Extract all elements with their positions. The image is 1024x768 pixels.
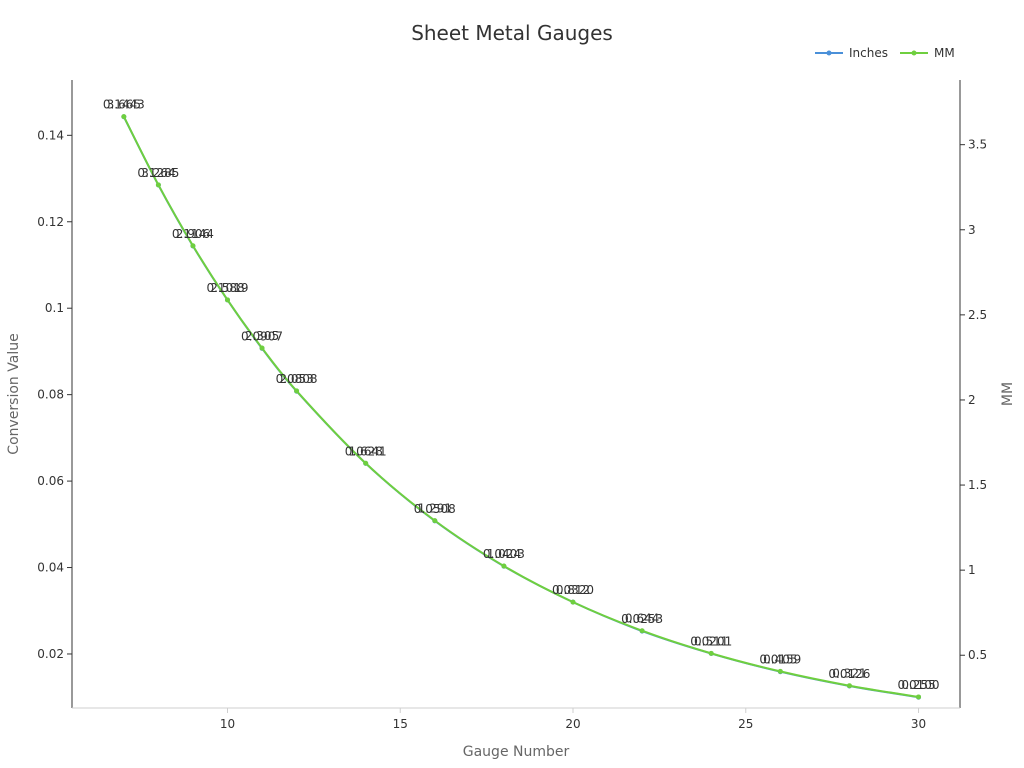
data-point-mm[interactable] bbox=[224, 297, 230, 303]
data-label: 0.1443 bbox=[103, 98, 145, 112]
y-left-tick-label: 0.04 bbox=[37, 561, 64, 575]
data-point-mm[interactable] bbox=[846, 683, 852, 689]
x-axis-ticks: 10 15 20 25 30 bbox=[220, 708, 926, 731]
y-right-tick-label: 3 bbox=[968, 223, 976, 237]
x-tick-label: 15 bbox=[393, 717, 408, 731]
legend-item-mm[interactable]: MM bbox=[934, 46, 955, 60]
y-left-tick-label: 0.02 bbox=[37, 647, 64, 661]
data-label: 0.644 bbox=[625, 612, 659, 626]
series-line-mm bbox=[122, 116, 919, 698]
data-point-mm[interactable] bbox=[916, 694, 922, 700]
data-label: 1.024 bbox=[487, 547, 521, 561]
data-point-mm[interactable] bbox=[121, 114, 127, 120]
data-label: 0.0201 bbox=[690, 635, 732, 649]
y-right-tick-label: 3.5 bbox=[968, 138, 987, 152]
data-label: 0.321 bbox=[832, 667, 866, 681]
data-label: 0.255 bbox=[901, 678, 935, 692]
data-point-mm[interactable] bbox=[777, 668, 783, 674]
y-right-tick-label: 0.5 bbox=[968, 648, 987, 662]
data-label: 0.0641 bbox=[345, 444, 387, 458]
y-axis-right-ticks: 0.5 1 1.5 2 2.5 3 3.5 bbox=[960, 138, 987, 662]
data-point-mm[interactable] bbox=[294, 388, 300, 394]
data-label: 2.305 bbox=[245, 329, 279, 343]
data-label: 0.0403 bbox=[483, 547, 525, 561]
data-label: 2.906 bbox=[176, 227, 210, 241]
chart-title: Sheet Metal Gauges bbox=[411, 21, 613, 45]
data-label: 0.1019 bbox=[206, 281, 248, 295]
data-label: 0.1144 bbox=[172, 227, 214, 241]
data-labels: 0.1443 0.1285 0.1144 0.1019 0.0907 0.0808 0.06… bbox=[103, 98, 940, 693]
y-left-tick-label: 0.08 bbox=[37, 388, 64, 402]
data-label: 0.0907 bbox=[241, 329, 283, 343]
x-tick-label: 25 bbox=[738, 717, 753, 731]
data-label: 0.0100 bbox=[898, 678, 940, 692]
x-axis-label: Gauge Number bbox=[463, 744, 570, 760]
data-label: 0.0159 bbox=[759, 653, 801, 667]
data-label: 3.665 bbox=[107, 98, 141, 112]
y-axis-left-label: Conversion Value bbox=[6, 333, 22, 454]
data-point-mm[interactable] bbox=[259, 345, 265, 351]
data-point-mm[interactable] bbox=[570, 599, 576, 605]
legend-swatch-marker bbox=[826, 50, 832, 56]
y-axis-left-ticks: 0.02 0.04 0.06 0.08 0.1 0.12 0.14 bbox=[37, 128, 72, 661]
data-point-mm[interactable] bbox=[155, 182, 161, 188]
data-label: 0.1285 bbox=[137, 166, 179, 180]
data-label: 3.264 bbox=[141, 166, 175, 180]
data-point-mm[interactable] bbox=[639, 628, 645, 634]
x-tick-label: 20 bbox=[565, 717, 580, 731]
y-left-tick-label: 0.1 bbox=[45, 301, 64, 315]
x-tick-label: 30 bbox=[911, 717, 926, 731]
y-left-tick-label: 0.06 bbox=[37, 474, 64, 488]
data-label: 2.588 bbox=[210, 281, 244, 295]
legend-swatch-marker bbox=[911, 50, 917, 56]
data-point-mm[interactable] bbox=[190, 243, 196, 249]
data-label: 1.291 bbox=[418, 502, 452, 516]
data-label: 0.0808 bbox=[276, 372, 318, 386]
data-label: 0.0508 bbox=[414, 502, 456, 516]
data-label: 0.812 bbox=[556, 583, 590, 597]
series-line-inches bbox=[122, 116, 919, 699]
y-right-tick-label: 2.5 bbox=[968, 308, 987, 322]
y-left-tick-label: 0.12 bbox=[37, 215, 64, 229]
legend: Inches MM bbox=[815, 46, 955, 60]
data-point-mm[interactable] bbox=[432, 518, 438, 524]
y-axis-right-label: MM bbox=[1000, 382, 1016, 406]
legend-item-inches[interactable]: Inches bbox=[849, 46, 888, 60]
x-tick-label: 10 bbox=[220, 717, 235, 731]
data-point-mm[interactable] bbox=[708, 650, 714, 656]
data-label: 0.405 bbox=[763, 652, 797, 666]
data-label: 0.511 bbox=[694, 634, 728, 648]
data-point-mm[interactable] bbox=[501, 563, 507, 569]
data-point-mm[interactable] bbox=[363, 460, 369, 466]
y-right-tick-label: 1.5 bbox=[968, 478, 987, 492]
data-label: 0.0320 bbox=[552, 583, 594, 597]
data-label: 0.0253 bbox=[621, 612, 663, 626]
data-label: 1.628 bbox=[349, 444, 383, 458]
y-right-tick-label: 1 bbox=[968, 563, 976, 577]
series-layer bbox=[121, 114, 922, 700]
data-label: 0.0126 bbox=[828, 667, 870, 681]
y-left-tick-label: 0.14 bbox=[37, 128, 64, 142]
y-right-tick-label: 2 bbox=[968, 393, 976, 407]
data-label: 2.053 bbox=[279, 372, 313, 386]
